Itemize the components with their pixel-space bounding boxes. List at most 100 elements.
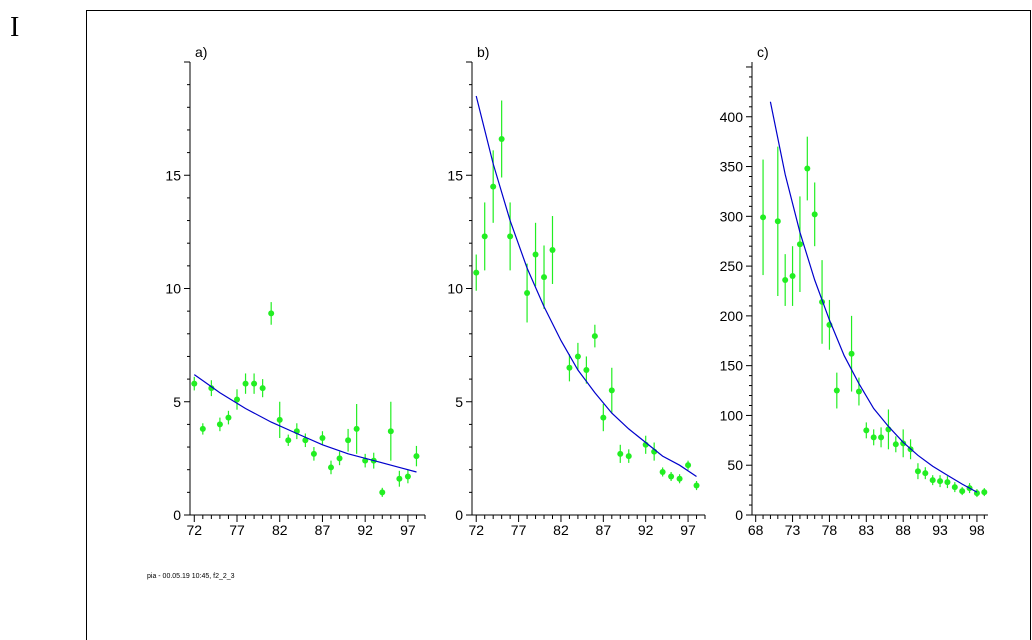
data-point bbox=[863, 427, 870, 434]
data-point bbox=[789, 273, 796, 280]
fit-curve bbox=[193, 374, 417, 473]
data-point bbox=[855, 388, 862, 395]
y-tick-label: 10 bbox=[447, 281, 463, 297]
x-tick-label: 93 bbox=[932, 522, 948, 538]
x-tick-label: 77 bbox=[229, 522, 245, 538]
fit-curve bbox=[769, 101, 978, 493]
data-point bbox=[693, 482, 700, 489]
data-point bbox=[328, 464, 334, 471]
data-point bbox=[413, 453, 420, 460]
data-point bbox=[490, 183, 497, 190]
data-point bbox=[191, 380, 198, 387]
data-point bbox=[900, 440, 907, 447]
data-point bbox=[404, 473, 411, 480]
data-point bbox=[234, 396, 240, 403]
fit-curve bbox=[475, 95, 697, 477]
x-tick-label: 92 bbox=[357, 522, 373, 538]
panel-title: b) bbox=[477, 44, 489, 60]
data-point bbox=[892, 441, 899, 448]
data-point bbox=[242, 380, 249, 387]
data-point bbox=[922, 470, 929, 477]
data-point bbox=[760, 214, 767, 221]
data-point bbox=[676, 475, 683, 482]
x-tick-label: 78 bbox=[822, 522, 838, 538]
data-point bbox=[498, 136, 505, 143]
chart-panel-3: c) 0 50 100 150 200 250 300 350 400 68 73 78 83 88 93 98 bbox=[720, 44, 988, 538]
x-tick-label: 87 bbox=[596, 522, 612, 538]
panel-title: c) bbox=[757, 44, 769, 60]
x-tick-label: 83 bbox=[859, 522, 875, 538]
data-point bbox=[199, 425, 206, 432]
data-point bbox=[929, 477, 936, 484]
data-point bbox=[685, 462, 692, 469]
y-tick-label: 400 bbox=[720, 109, 744, 125]
y-tick-label: 250 bbox=[720, 258, 744, 274]
y-tick-label: 100 bbox=[720, 407, 744, 423]
y-tick-label: 350 bbox=[720, 159, 744, 175]
x-tick-label: 72 bbox=[468, 522, 484, 538]
data-point bbox=[608, 387, 615, 394]
x-tick-label: 88 bbox=[895, 522, 911, 538]
data-point bbox=[507, 233, 514, 240]
panel-title: a) bbox=[195, 44, 207, 60]
data-point bbox=[396, 475, 403, 482]
x-tick-label: 82 bbox=[553, 522, 569, 538]
data-point bbox=[276, 416, 283, 423]
data-point bbox=[937, 478, 944, 485]
data-point bbox=[804, 165, 811, 172]
data-point bbox=[659, 468, 666, 475]
data-point bbox=[225, 414, 232, 421]
x-tick-label: 92 bbox=[638, 522, 654, 538]
data-point bbox=[944, 479, 951, 486]
data-point bbox=[336, 455, 343, 462]
margin-mark: I bbox=[10, 12, 20, 43]
data-point bbox=[583, 367, 590, 374]
x-tick-label: 98 bbox=[969, 522, 985, 538]
page-frame bbox=[86, 10, 1031, 640]
data-point bbox=[481, 233, 488, 240]
x-tick-label: 68 bbox=[748, 522, 764, 538]
data-point bbox=[345, 437, 352, 444]
chart-panel-2: b) 0 5 10 15 72 77 82 87 92 97 bbox=[447, 44, 706, 538]
data-point bbox=[668, 473, 675, 480]
data-point bbox=[208, 385, 215, 392]
data-point bbox=[310, 450, 317, 457]
data-point bbox=[524, 290, 531, 297]
y-tick-label: 300 bbox=[720, 208, 744, 224]
y-tick-label: 0 bbox=[173, 507, 181, 523]
data-point bbox=[774, 218, 781, 225]
data-point bbox=[591, 333, 598, 340]
data-point bbox=[811, 211, 818, 218]
data-point bbox=[285, 437, 292, 444]
y-tick-label: 0 bbox=[455, 507, 463, 523]
x-tick-label: 73 bbox=[785, 522, 801, 538]
data-point bbox=[302, 437, 309, 444]
data-point bbox=[549, 246, 556, 253]
data-point bbox=[914, 468, 921, 475]
data-point bbox=[959, 488, 966, 495]
y-tick-label: 200 bbox=[720, 308, 744, 324]
data-point bbox=[353, 425, 360, 432]
x-tick-label: 72 bbox=[186, 522, 202, 538]
x-tick-label: 87 bbox=[315, 522, 331, 538]
data-point bbox=[878, 434, 885, 441]
data-point bbox=[782, 277, 789, 284]
x-tick-label: 97 bbox=[400, 522, 416, 538]
data-point bbox=[216, 421, 223, 428]
x-tick-label: 77 bbox=[511, 522, 527, 538]
y-tick-label: 15 bbox=[165, 167, 181, 183]
y-tick-label: 0 bbox=[735, 507, 743, 523]
data-point bbox=[870, 434, 877, 441]
data-point bbox=[251, 380, 258, 387]
y-tick-label: 50 bbox=[727, 457, 743, 473]
y-tick-label: 10 bbox=[165, 281, 181, 297]
data-point bbox=[833, 387, 840, 394]
data-point bbox=[473, 269, 480, 276]
data-point bbox=[268, 310, 275, 317]
x-tick-label: 97 bbox=[680, 522, 696, 538]
data-point bbox=[387, 428, 394, 435]
x-tick-label: 82 bbox=[272, 522, 288, 538]
data-point bbox=[796, 241, 803, 248]
data-point bbox=[625, 453, 632, 460]
